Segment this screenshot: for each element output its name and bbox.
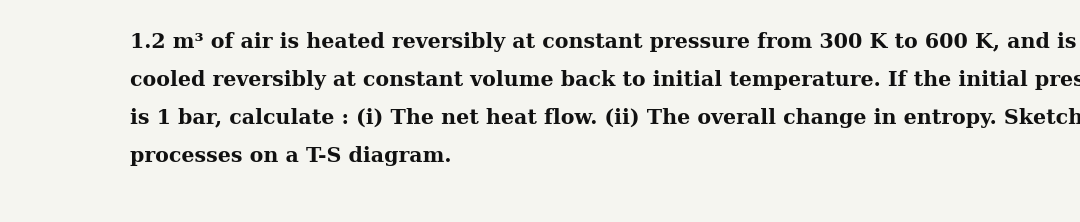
Text: processes on a T-S diagram.: processes on a T-S diagram. — [130, 146, 451, 166]
Text: cooled reversibly at constant volume back to initial temperature. If the initial: cooled reversibly at constant volume bac… — [130, 70, 1080, 90]
Text: is 1 bar, calculate : (i) The net heat flow. (ii) The overall change in entropy.: is 1 bar, calculate : (i) The net heat f… — [130, 108, 1080, 128]
Text: 1.2 m³ of air is heated reversibly at constant pressure from 300 K to 600 K, and: 1.2 m³ of air is heated reversibly at co… — [130, 32, 1080, 52]
